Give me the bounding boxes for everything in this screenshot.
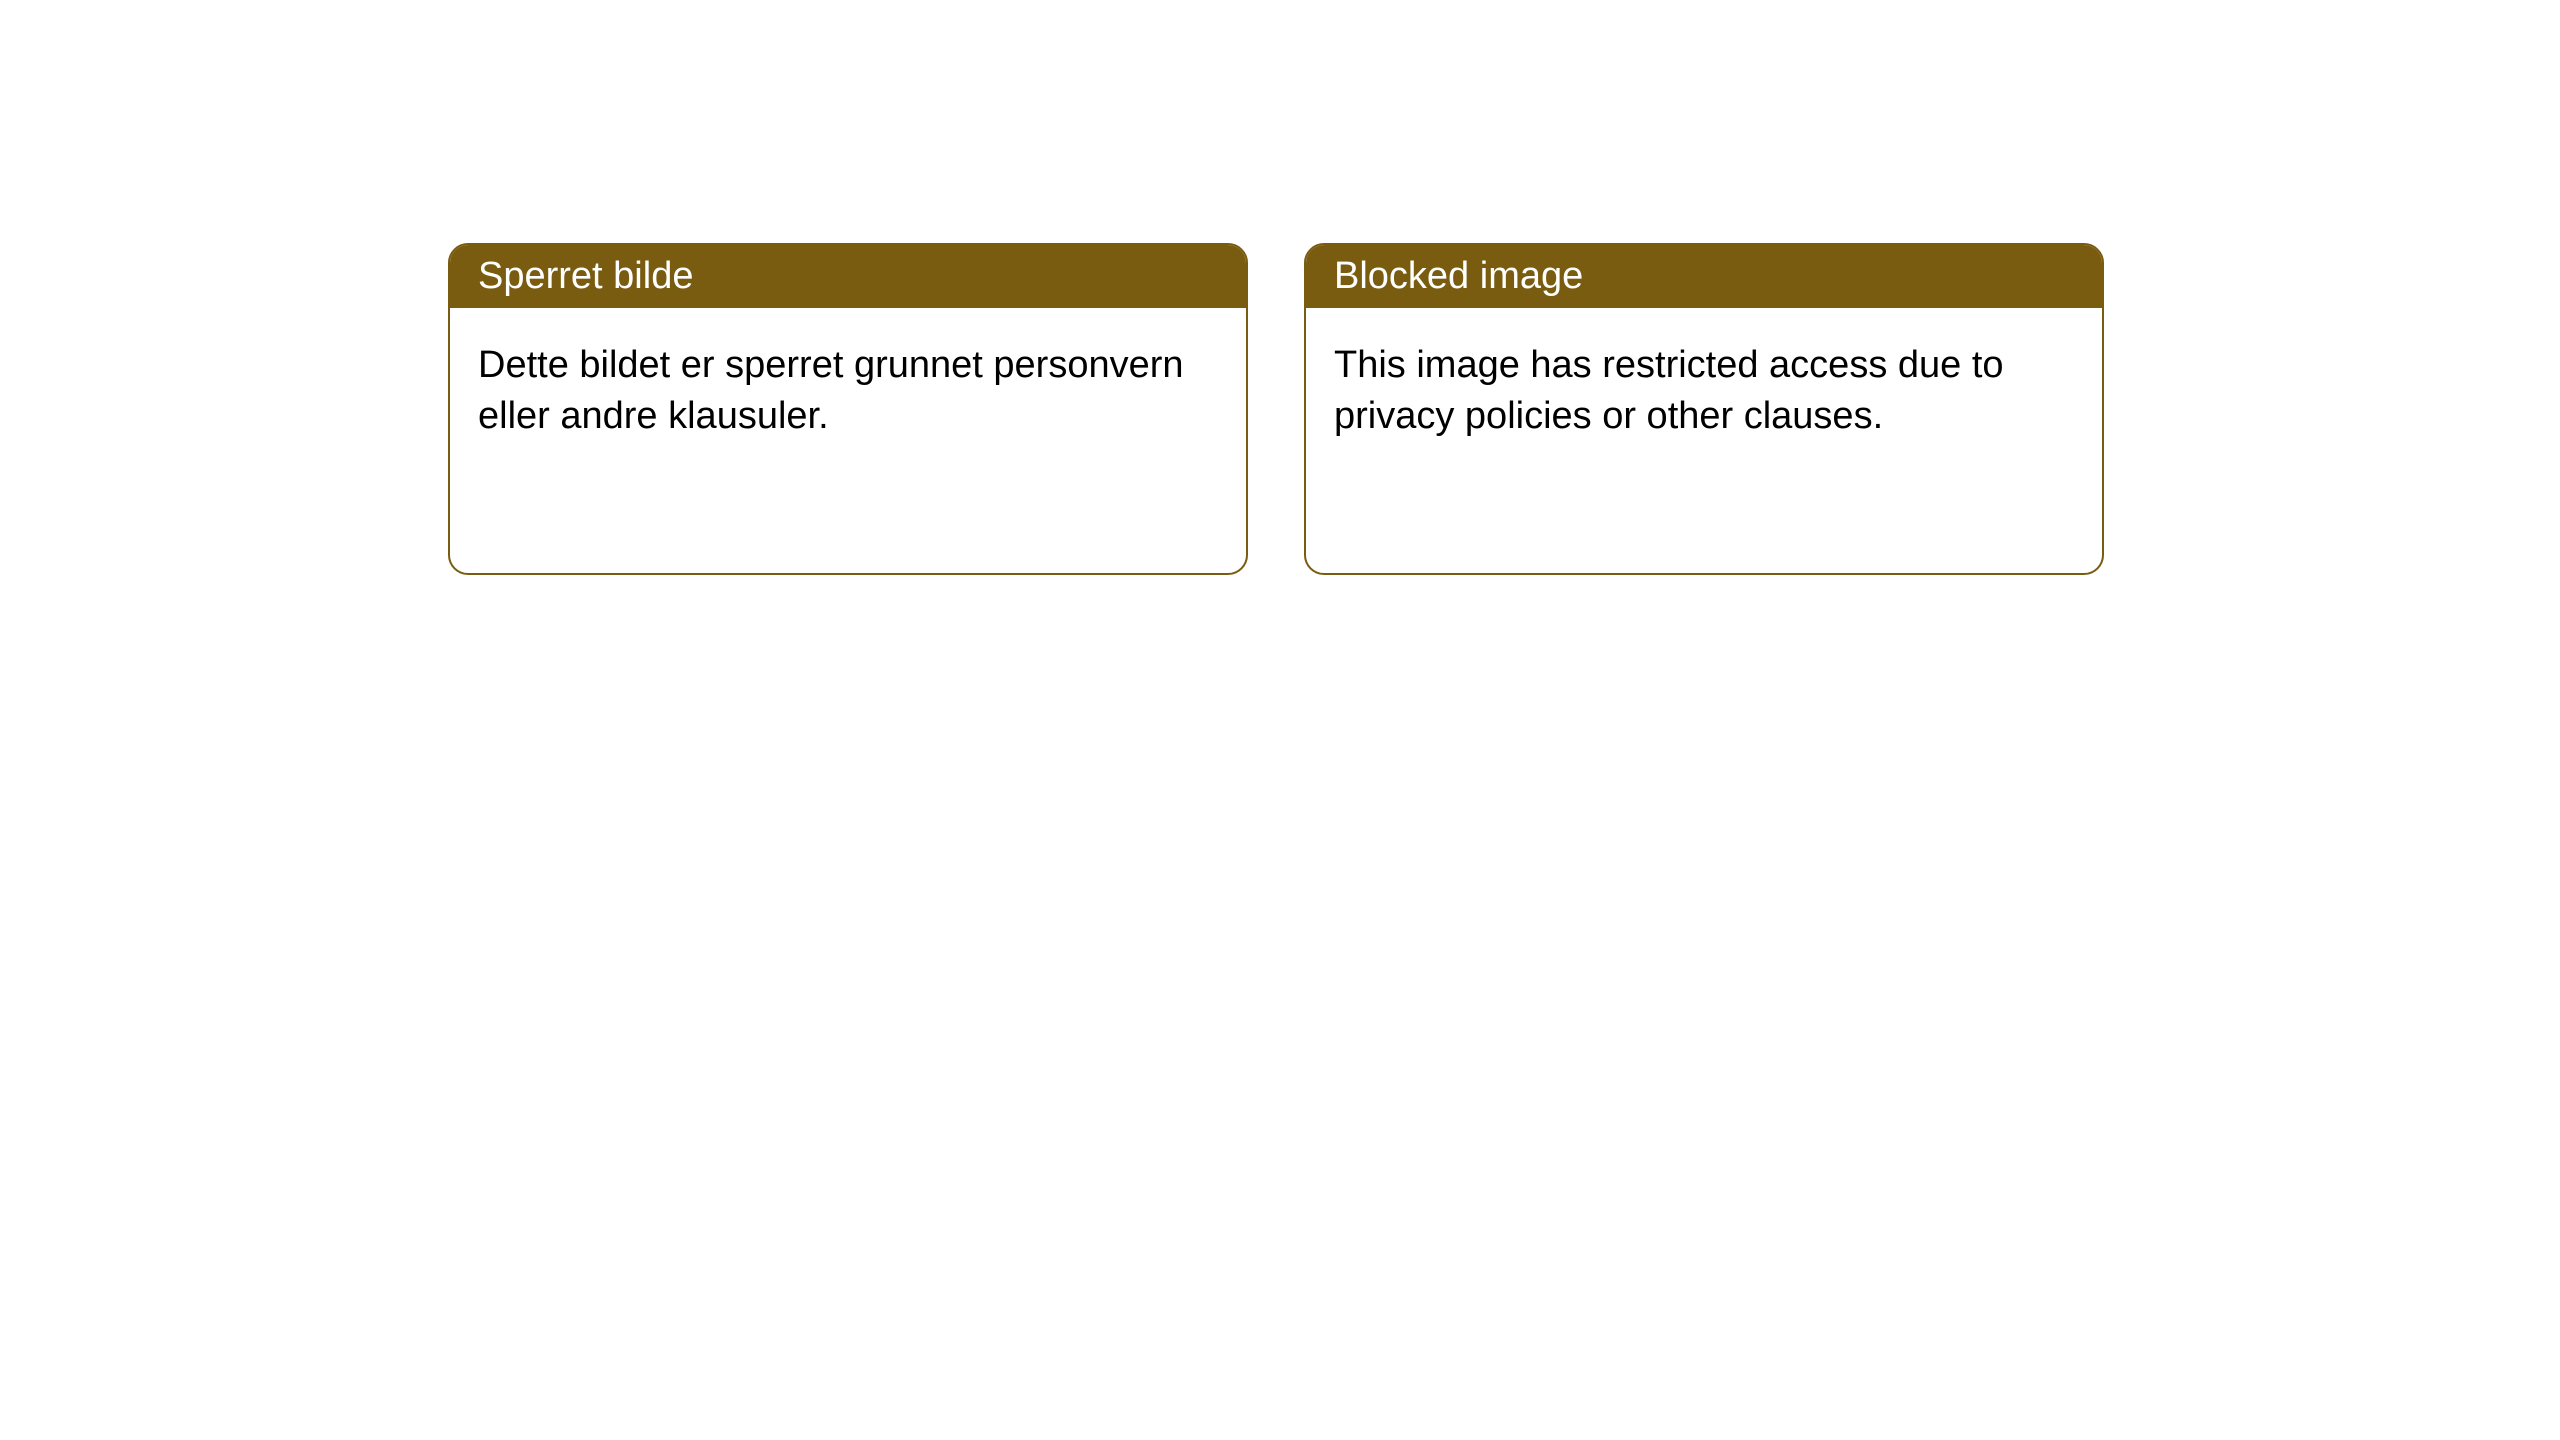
notice-cards-container: Sperret bilde Dette bildet er sperret gr… <box>448 243 2104 575</box>
blocked-image-card-norwegian: Sperret bilde Dette bildet er sperret gr… <box>448 243 1248 575</box>
card-body-text: Dette bildet er sperret grunnet personve… <box>450 308 1246 475</box>
blocked-image-card-english: Blocked image This image has restricted … <box>1304 243 2104 575</box>
card-title: Sperret bilde <box>450 245 1246 308</box>
card-title: Blocked image <box>1306 245 2102 308</box>
card-body-text: This image has restricted access due to … <box>1306 308 2102 475</box>
